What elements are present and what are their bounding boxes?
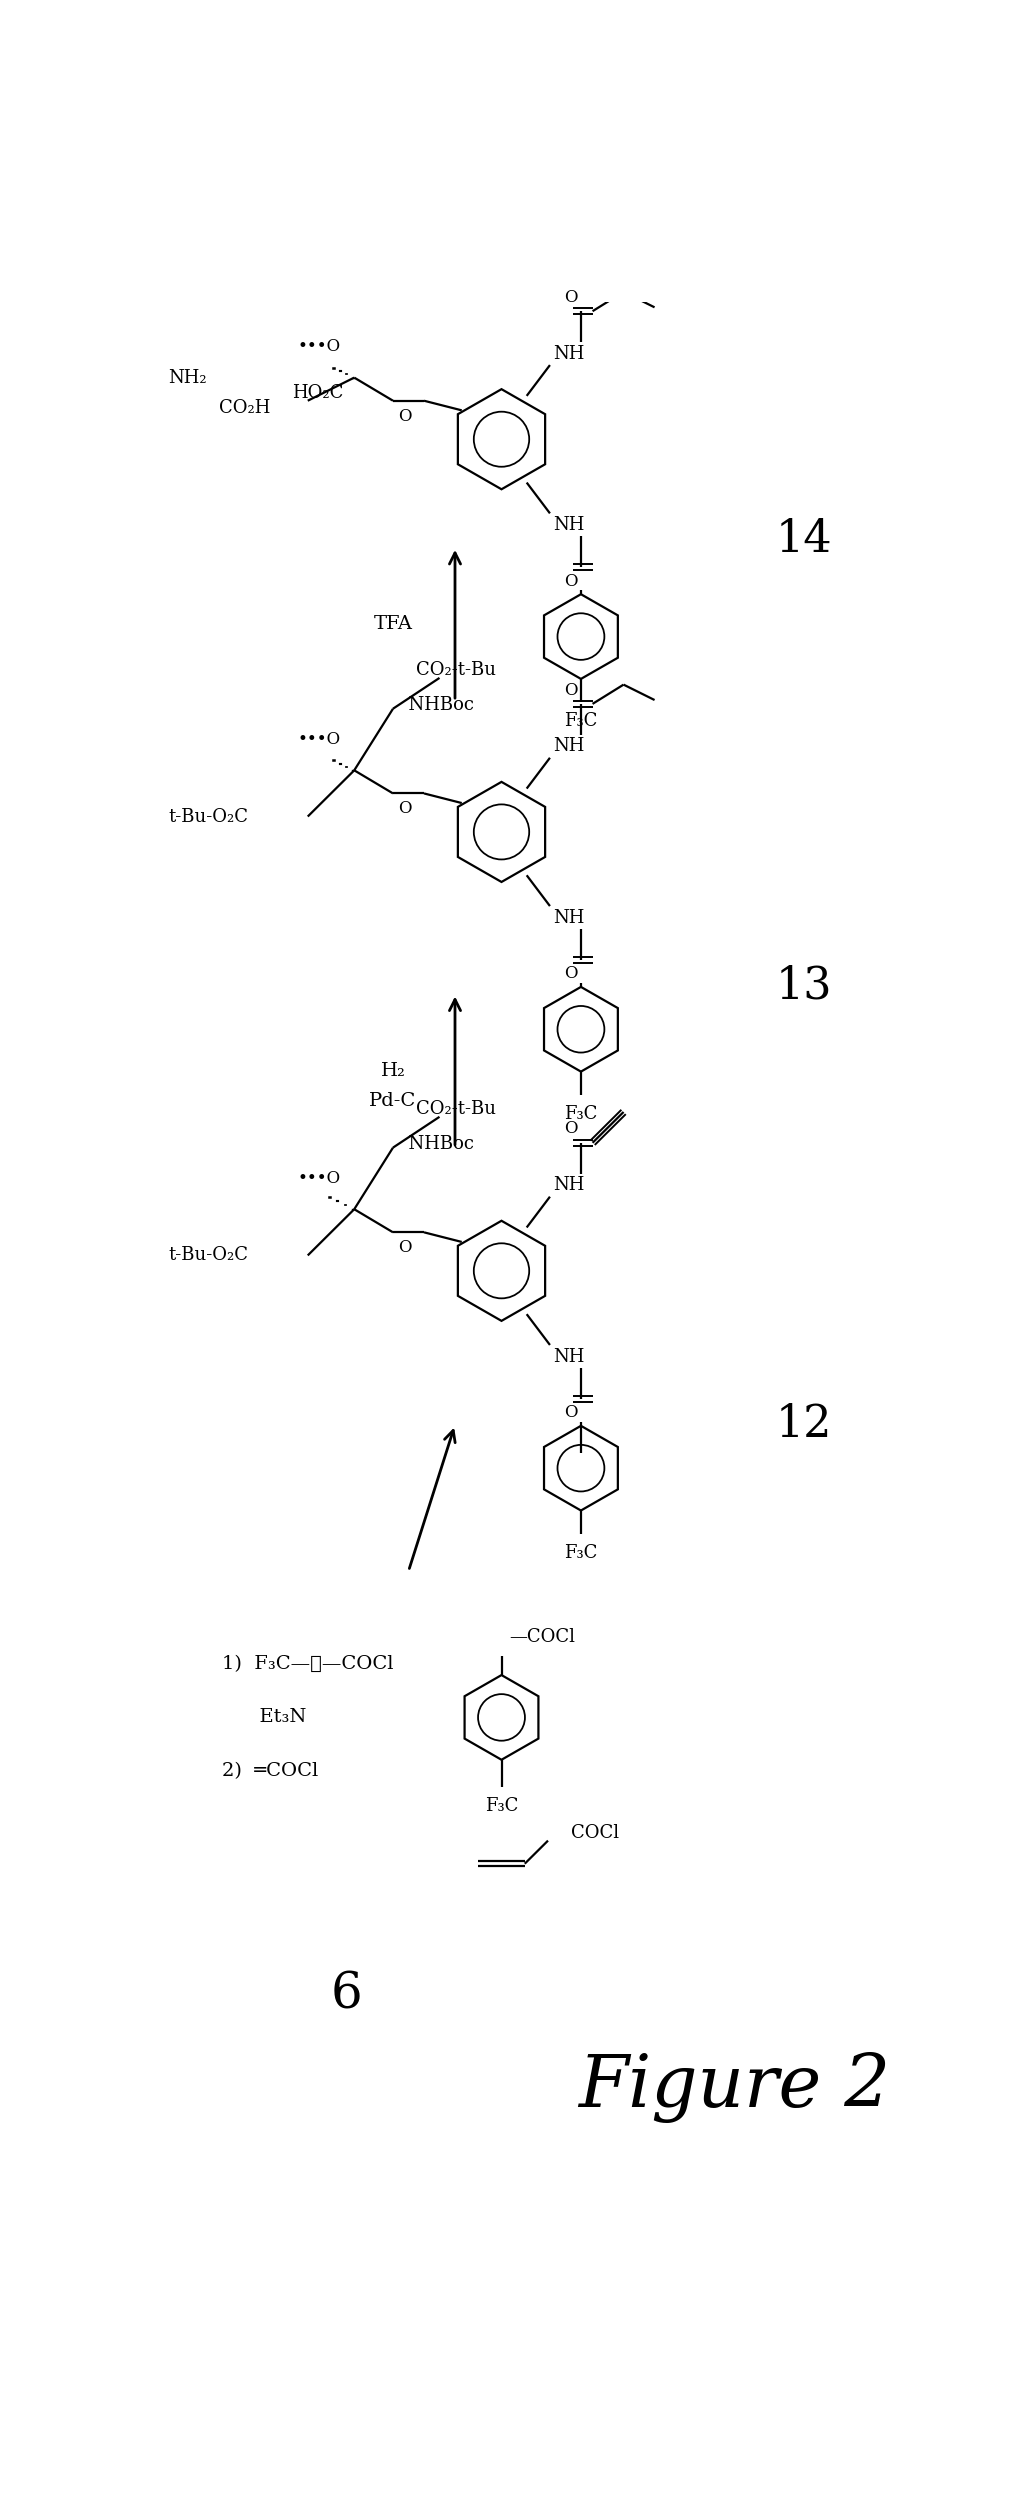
Text: •••O: •••O bbox=[297, 730, 341, 748]
Text: CO₂-t-Bu: CO₂-t-Bu bbox=[416, 662, 496, 680]
Text: F₃C: F₃C bbox=[485, 1798, 518, 1815]
Text: NHBoc: NHBoc bbox=[397, 695, 473, 715]
Text: F₃C: F₃C bbox=[565, 1105, 598, 1123]
Text: CO₂H: CO₂H bbox=[219, 400, 270, 418]
Text: NH: NH bbox=[553, 909, 585, 927]
Text: O: O bbox=[565, 572, 578, 589]
Text: O: O bbox=[398, 1239, 411, 1256]
Text: O: O bbox=[398, 801, 411, 818]
Text: t-Bu-O₂C: t-Bu-O₂C bbox=[168, 808, 249, 826]
Text: 13: 13 bbox=[776, 964, 832, 1007]
Text: 6: 6 bbox=[330, 1969, 363, 2019]
Text: NH: NH bbox=[553, 516, 585, 534]
Text: O: O bbox=[565, 682, 578, 697]
Text: 1)  F₃C—⬡—COCl: 1) F₃C—⬡—COCl bbox=[223, 1654, 394, 1672]
Text: HO₂C: HO₂C bbox=[292, 385, 344, 403]
Text: Pd-C: Pd-C bbox=[370, 1093, 416, 1110]
Text: NH₂: NH₂ bbox=[168, 368, 207, 388]
Text: O: O bbox=[565, 964, 578, 982]
Text: H₂: H₂ bbox=[380, 1063, 405, 1080]
Text: NH: NH bbox=[553, 1347, 585, 1365]
Text: 14: 14 bbox=[775, 519, 832, 562]
Text: •••O: •••O bbox=[297, 337, 341, 355]
Text: O: O bbox=[565, 1405, 578, 1420]
Text: O: O bbox=[565, 1121, 578, 1138]
Text: CO₂-t-Bu: CO₂-t-Bu bbox=[416, 1100, 496, 1118]
Text: O: O bbox=[565, 290, 578, 305]
Text: —COCl: —COCl bbox=[510, 1627, 575, 1647]
Text: COCl: COCl bbox=[571, 1823, 620, 1843]
Text: NH: NH bbox=[553, 345, 585, 363]
Text: Et₃N: Et₃N bbox=[223, 1707, 307, 1727]
Text: TFA: TFA bbox=[374, 614, 412, 632]
Text: NHBoc: NHBoc bbox=[397, 1136, 473, 1153]
Text: NH: NH bbox=[553, 738, 585, 755]
Text: O: O bbox=[398, 408, 411, 426]
Text: F₃C: F₃C bbox=[565, 1544, 598, 1561]
Text: 2)  ═COCl: 2) ═COCl bbox=[223, 1763, 319, 1780]
Text: t-Bu-O₂C: t-Bu-O₂C bbox=[168, 1246, 249, 1264]
Text: •••O: •••O bbox=[297, 1171, 341, 1186]
Text: Figure 2: Figure 2 bbox=[578, 2052, 890, 2123]
Text: NH: NH bbox=[553, 1176, 585, 1194]
Text: 12: 12 bbox=[776, 1403, 832, 1445]
Text: F₃C: F₃C bbox=[565, 713, 598, 730]
